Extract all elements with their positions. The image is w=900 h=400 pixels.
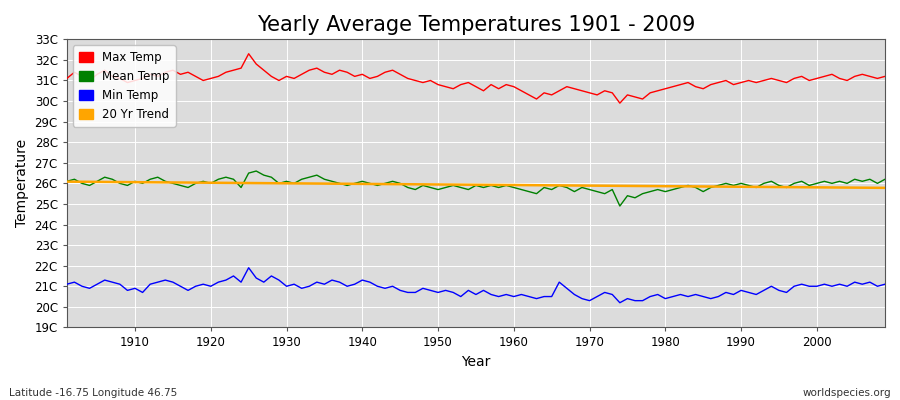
Text: Latitude -16.75 Longitude 46.75: Latitude -16.75 Longitude 46.75 [9,388,177,398]
Text: worldspecies.org: worldspecies.org [803,388,891,398]
Legend: Max Temp, Mean Temp, Min Temp, 20 Yr Trend: Max Temp, Mean Temp, Min Temp, 20 Yr Tre… [73,45,176,127]
Title: Yearly Average Temperatures 1901 - 2009: Yearly Average Temperatures 1901 - 2009 [256,15,695,35]
X-axis label: Year: Year [461,355,491,369]
Y-axis label: Temperature: Temperature [15,139,29,228]
